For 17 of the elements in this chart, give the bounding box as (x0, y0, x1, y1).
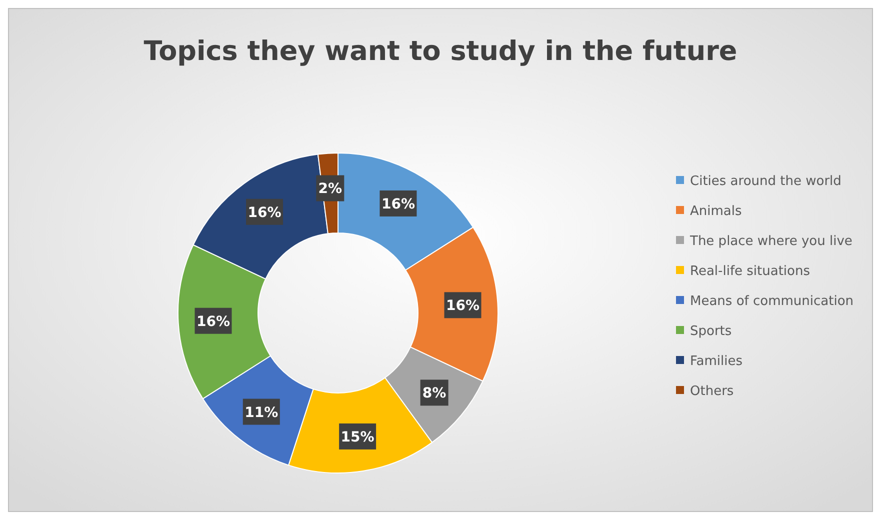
data-label: 2% (318, 181, 342, 198)
legend-label: Sports (690, 324, 732, 339)
legend-label: Real-life situations (690, 264, 810, 279)
chart-title: Topics they want to study in the future (144, 36, 738, 67)
data-label: 16% (381, 196, 415, 212)
data-label: 11% (244, 404, 278, 421)
legend-label: Animals (690, 204, 742, 219)
legend-label: The place where you live (689, 234, 852, 249)
data-label: 16% (248, 204, 282, 221)
data-label: 16% (196, 314, 230, 330)
data-label: 8% (422, 386, 446, 402)
legend-label: Others (690, 384, 734, 399)
legend-label: Cities around the world (690, 174, 842, 189)
legend-label: Families (690, 354, 743, 369)
data-label: 15% (340, 429, 374, 446)
data-label: 16% (446, 298, 480, 314)
legend-label: Means of communication (690, 294, 854, 309)
